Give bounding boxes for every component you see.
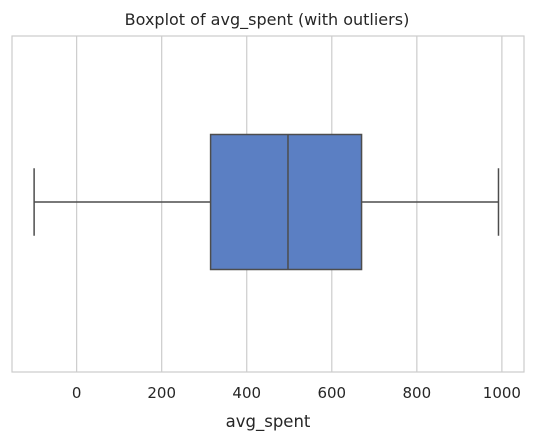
x-axis-label: avg_spent [226, 412, 311, 432]
x-tick-label: 800 [403, 384, 432, 402]
plot-frame [11, 35, 525, 373]
x-tick-label: 200 [147, 384, 176, 402]
x-tick-label: 0 [72, 384, 82, 402]
x-axis-ticks: 0 200 400 600 800 1000 [72, 384, 521, 402]
chart-title: Boxplot of avg_spent (with outliers) [125, 10, 410, 30]
x-tick-label: 1000 [483, 384, 521, 402]
iqr-box [209, 133, 363, 271]
box-plot [33, 133, 500, 271]
x-tick-label: 400 [232, 384, 261, 402]
x-tick-label: 600 [317, 384, 346, 402]
